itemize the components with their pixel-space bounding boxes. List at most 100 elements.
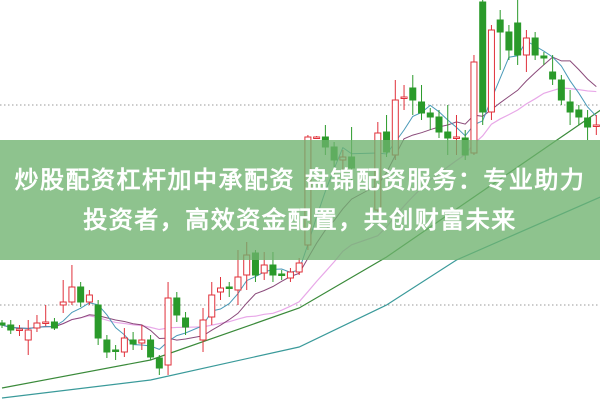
candle-body <box>295 262 303 273</box>
candle <box>531 32 539 60</box>
candle <box>94 300 102 345</box>
candle-body <box>584 117 592 128</box>
candle <box>138 325 146 350</box>
candle-body <box>112 349 120 352</box>
candle <box>85 290 93 305</box>
candle <box>566 90 574 125</box>
candle-body <box>566 101 574 113</box>
candle-body <box>418 101 426 114</box>
candle <box>557 75 565 105</box>
candle <box>584 110 592 140</box>
candle-body <box>147 339 155 358</box>
candle <box>129 332 137 350</box>
candle <box>418 85 426 120</box>
candle-body <box>173 297 181 316</box>
candle <box>0 320 6 328</box>
candle-body <box>444 131 452 139</box>
candle <box>155 355 163 375</box>
title-banner <box>0 140 600 260</box>
candle <box>7 320 15 334</box>
candle <box>225 282 233 297</box>
candle-body <box>496 19 504 33</box>
candle <box>505 25 513 60</box>
candle <box>487 25 495 120</box>
candle <box>112 345 120 360</box>
candle <box>496 10 504 70</box>
candle-body <box>278 273 286 276</box>
candle-body <box>531 37 539 56</box>
candle-body <box>15 328 23 331</box>
candle <box>426 108 434 130</box>
candle <box>278 270 286 280</box>
candle-body <box>557 79 565 101</box>
candle <box>182 312 190 335</box>
candle-body <box>33 322 41 329</box>
candle-body <box>77 286 85 303</box>
candle <box>575 105 583 125</box>
candle-body <box>260 264 268 274</box>
candle <box>217 277 224 300</box>
candle-body <box>549 71 557 80</box>
candle <box>24 320 32 355</box>
candle-body <box>409 87 417 101</box>
candle-body <box>575 109 583 118</box>
candle <box>199 308 207 352</box>
candle-body <box>208 294 216 318</box>
candle <box>33 315 41 332</box>
candle-body <box>400 96 408 99</box>
candle-body <box>479 1 487 113</box>
candle-body <box>129 339 137 345</box>
candle-body <box>435 116 443 133</box>
candle-body <box>59 301 67 306</box>
candle <box>313 136 321 139</box>
candle <box>208 282 216 325</box>
candle <box>295 258 303 275</box>
candle-body <box>199 319 207 341</box>
candle <box>173 292 181 322</box>
candle-body <box>0 322 6 326</box>
candle-body <box>138 339 146 344</box>
candle-body <box>522 37 530 56</box>
candle-body <box>94 304 102 339</box>
article-title: 炒股配资杠杆加中承配资 盘锦配资服务：专业助力投资者，高效资金配置，共创财富未来 <box>14 166 586 234</box>
candle <box>15 325 23 336</box>
candle <box>68 265 76 305</box>
candle-body <box>592 124 600 127</box>
candle <box>479 0 487 125</box>
candle <box>409 75 417 115</box>
candle <box>164 282 172 375</box>
candle-body <box>514 22 522 56</box>
candle <box>549 55 557 85</box>
candle-body <box>269 264 277 276</box>
candle <box>147 335 155 360</box>
candle-body <box>155 357 163 369</box>
candle-body <box>452 136 460 139</box>
candle-body <box>505 31 513 51</box>
candle-body <box>225 286 233 289</box>
candle <box>59 280 67 313</box>
candle <box>103 335 111 358</box>
candle-body <box>50 321 58 329</box>
candle <box>592 115 600 135</box>
candle-body <box>103 339 111 353</box>
candle <box>540 52 548 65</box>
candle <box>42 305 50 326</box>
ma5-line <box>1 40 597 350</box>
candle-body <box>85 294 93 303</box>
candle-body <box>313 136 321 139</box>
candle <box>400 85 408 110</box>
candle-body <box>217 287 224 293</box>
candle <box>120 328 128 357</box>
candle <box>286 268 294 282</box>
candle-body <box>42 321 50 324</box>
candle <box>77 282 85 307</box>
candle-body <box>24 329 32 341</box>
candle-body <box>286 271 294 279</box>
candle-body <box>120 337 128 353</box>
candle-body <box>426 112 434 118</box>
candle-body <box>540 55 548 59</box>
candle <box>522 30 530 72</box>
candle-body <box>7 324 15 331</box>
candle-body <box>68 286 76 303</box>
candle-body <box>487 29 495 113</box>
